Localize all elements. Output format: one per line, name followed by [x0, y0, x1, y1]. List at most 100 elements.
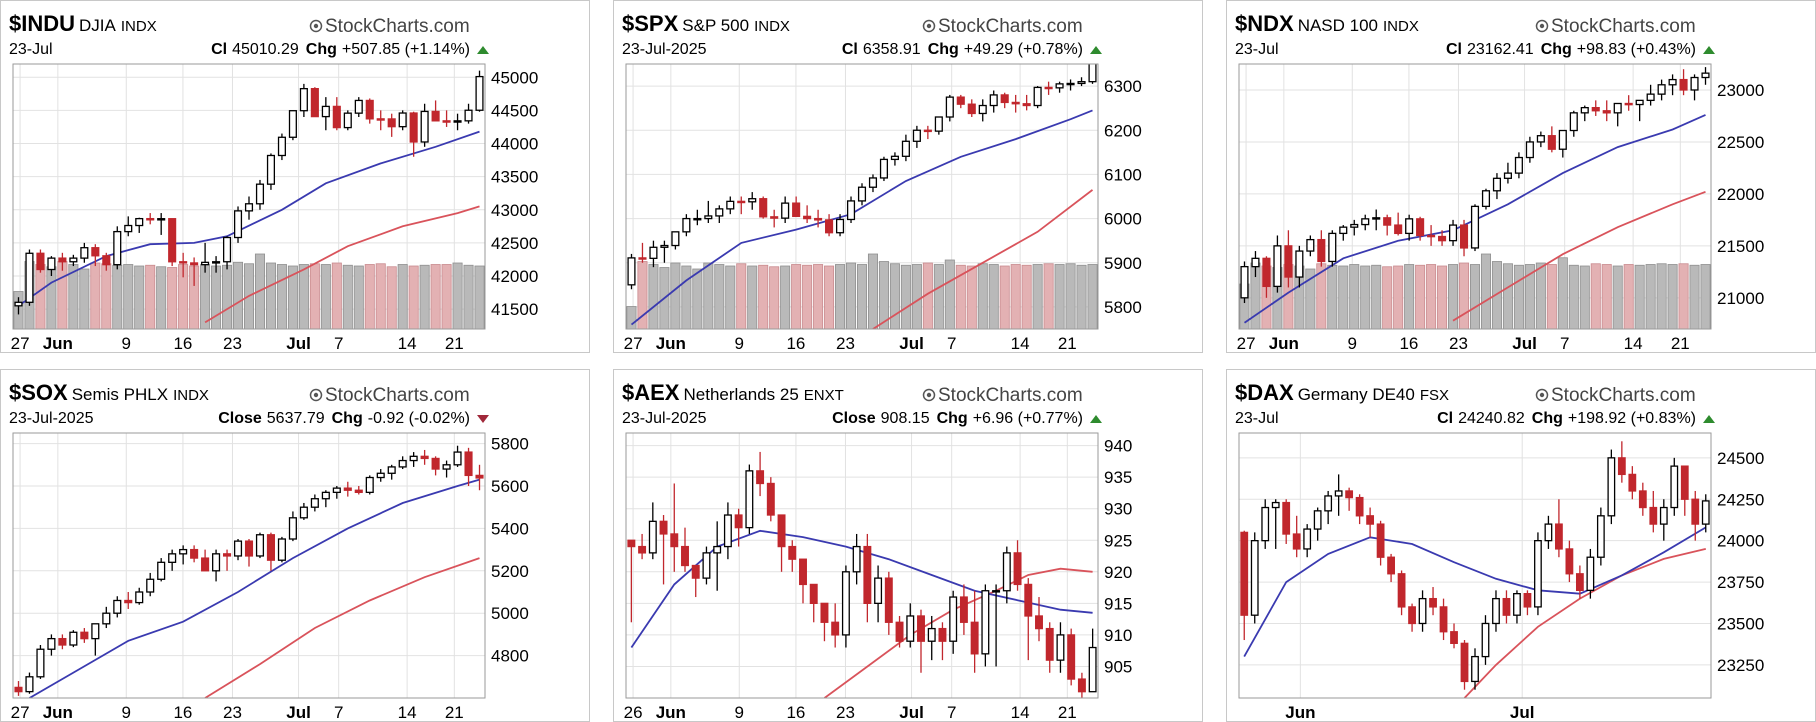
candle-body [1427, 234, 1436, 238]
date-label: 23-Jul-2025 [9, 410, 94, 427]
volume-bar [933, 264, 944, 329]
candle-body [409, 112, 418, 143]
volume-bar [900, 264, 911, 329]
candle-body [1262, 257, 1271, 288]
candle [949, 590, 958, 654]
candle-body [1328, 232, 1337, 263]
candle [1292, 515, 1301, 558]
candle-body [1534, 540, 1542, 608]
volume-bar [397, 264, 408, 329]
candle [464, 447, 473, 486]
chg-label: Chg [1541, 41, 1572, 58]
candle-body [332, 487, 341, 494]
candle [146, 572, 155, 597]
x-tick-label: Jul [286, 334, 311, 352]
x-tick-label: Jul [1510, 703, 1535, 721]
candle [1355, 494, 1364, 525]
candle-body [1013, 552, 1022, 586]
volume-bar [463, 264, 474, 329]
candle-body [91, 247, 100, 257]
volume-bar [1054, 264, 1065, 329]
candle-body [781, 202, 790, 219]
volume-bar [419, 264, 430, 329]
x-tick-label: Jun [43, 334, 73, 352]
candle [841, 565, 850, 648]
candle [1659, 499, 1668, 541]
watermark-icon [1535, 388, 1549, 402]
candle [321, 97, 330, 131]
candle [691, 564, 700, 598]
volume-bar [758, 264, 769, 329]
candle [1035, 597, 1043, 642]
x-tick-label: 21 [1671, 334, 1690, 352]
candle [47, 256, 56, 276]
candles [14, 70, 484, 315]
candle [135, 217, 144, 233]
x-tick-label: Jun [656, 703, 686, 721]
candle-body [201, 261, 210, 266]
close-label: Close [832, 410, 876, 427]
chart-panel-indu[interactable]: $INDU DJIA INDX StockCharts.com 23-Jul Cl 4501… [0, 0, 590, 353]
close-value: 23162.41 [1467, 41, 1534, 58]
chart-panel-spx[interactable]: $SPX S&P 500 INDX StockCharts.com 23-Jul-202… [613, 0, 1203, 353]
candle-body [113, 230, 122, 266]
volume-bar [813, 264, 824, 329]
candle [959, 584, 968, 635]
volume-bar [1557, 257, 1568, 329]
candle-body [992, 590, 1001, 593]
date-label: 23-Jul [9, 41, 53, 58]
candle-body [1044, 86, 1053, 90]
candle-body [863, 545, 872, 605]
volume-bar [1634, 264, 1645, 329]
candle [981, 584, 990, 667]
candle-body [69, 257, 78, 263]
candle [781, 196, 790, 223]
chart-panel-dax[interactable]: $DAX Germany DE40 FSX StockCharts.com 23-Jul… [1226, 369, 1816, 722]
candle-body [803, 215, 812, 220]
volume-bar [769, 266, 780, 329]
candle-body [901, 140, 910, 157]
close-value: 6358.91 [863, 41, 921, 58]
volume-bar [1305, 268, 1316, 329]
candle [1448, 219, 1458, 246]
candle-body [124, 224, 133, 233]
chart-panel-sox[interactable]: $SOX Semis PHLX INDX StockCharts.com 23-Jul-… [0, 369, 590, 722]
candle-body [168, 218, 177, 263]
y-tick-label: 23750 [1717, 573, 1764, 592]
candle [387, 464, 396, 480]
candle-body [453, 120, 462, 123]
candle-body [288, 517, 297, 540]
candle [1066, 79, 1075, 91]
candle-body [233, 540, 243, 557]
candle-body [726, 200, 735, 210]
candle-body [770, 216, 779, 219]
candle-body [809, 583, 818, 605]
chart-panel-ndx[interactable]: $NDX NASD 100 INDX StockCharts.com 23-Jul Cl 2… [1226, 0, 1816, 353]
candle [901, 134, 910, 162]
candle [135, 587, 144, 605]
name-label: NASD 100 [1298, 16, 1378, 35]
candle-body [102, 612, 111, 625]
candle [906, 603, 915, 648]
y-tick-label: 42000 [491, 267, 538, 286]
candle [212, 256, 221, 273]
x-tick-label: 23 [223, 703, 242, 721]
candle [1339, 225, 1348, 241]
candle [1602, 100, 1611, 122]
candle-body [14, 301, 23, 307]
candle-body [713, 545, 722, 554]
candle-body [102, 255, 111, 266]
candle [310, 87, 319, 118]
candle [1408, 603, 1416, 632]
candle-body [431, 110, 440, 122]
candle-body [759, 198, 768, 218]
candle [726, 196, 735, 215]
chart-svg: $DAX Germany DE40 FSX StockCharts.com 23-Jul… [1235, 380, 1764, 721]
candle [201, 242, 210, 273]
candle-body [1448, 224, 1458, 242]
volume-bar [1448, 264, 1459, 329]
x-tick-label: 7 [947, 703, 956, 721]
chart-panel-aex[interactable]: $AEX Netherlands 25 ENXT StockCharts.com 23-… [613, 369, 1203, 722]
watermark: StockCharts.com [309, 385, 470, 406]
candle-body [25, 676, 34, 693]
